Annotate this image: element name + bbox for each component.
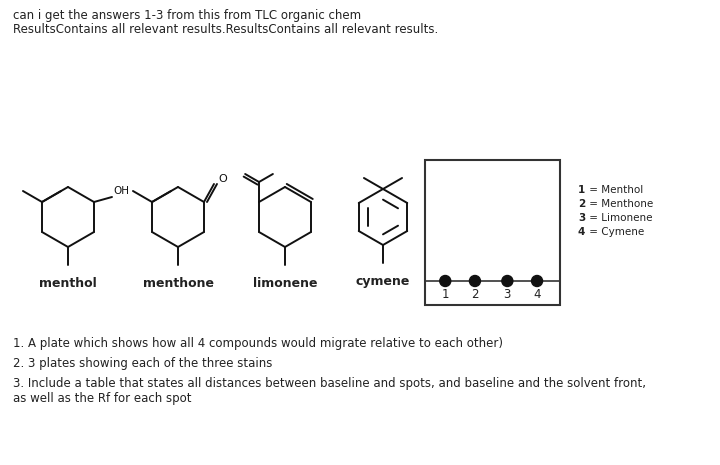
Bar bbox=[425, 160, 560, 305]
Text: OH: OH bbox=[113, 186, 129, 196]
Text: can i get the answers 1-3 from this from TLC organic chem: can i get the answers 1-3 from this from… bbox=[13, 9, 361, 22]
Text: limonene: limonene bbox=[253, 277, 318, 290]
Circle shape bbox=[531, 275, 543, 286]
Text: = Limonene: = Limonene bbox=[586, 213, 652, 223]
Text: 2. 3 plates showing each of the three stains: 2. 3 plates showing each of the three st… bbox=[13, 357, 272, 370]
Text: 4: 4 bbox=[534, 288, 541, 301]
Circle shape bbox=[440, 275, 451, 286]
Text: ResultsContains all relevant results.ResultsContains all relevant results.: ResultsContains all relevant results.Res… bbox=[13, 23, 438, 36]
Circle shape bbox=[502, 275, 513, 286]
Text: 3: 3 bbox=[578, 213, 585, 223]
Text: 1. A plate which shows how all 4 compounds would migrate relative to each other): 1. A plate which shows how all 4 compoun… bbox=[13, 337, 503, 350]
Text: 4: 4 bbox=[578, 227, 585, 237]
Text: 2: 2 bbox=[471, 288, 479, 301]
Text: menthol: menthol bbox=[39, 277, 97, 290]
Text: = Cymene: = Cymene bbox=[586, 227, 644, 237]
Text: 1: 1 bbox=[578, 185, 585, 195]
Text: cymene: cymene bbox=[356, 275, 410, 288]
Text: menthone: menthone bbox=[143, 277, 214, 290]
Text: O: O bbox=[218, 174, 227, 184]
Text: = Menthone: = Menthone bbox=[586, 199, 653, 209]
Text: 3. Include a table that states all distances between baseline and spots, and bas: 3. Include a table that states all dista… bbox=[13, 377, 646, 405]
Text: 2: 2 bbox=[578, 199, 585, 209]
Text: = Menthol: = Menthol bbox=[586, 185, 643, 195]
Text: 3: 3 bbox=[504, 288, 511, 301]
Circle shape bbox=[469, 275, 480, 286]
Text: 1: 1 bbox=[441, 288, 449, 301]
